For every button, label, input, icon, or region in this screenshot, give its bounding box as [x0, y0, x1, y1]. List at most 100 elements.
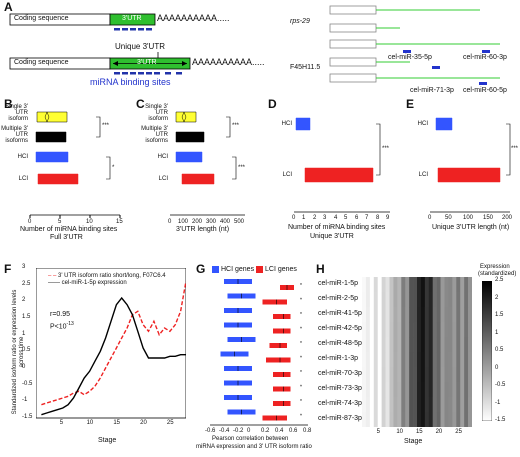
H-cell — [389, 322, 394, 338]
H-cell — [413, 352, 418, 368]
H-cell — [468, 397, 472, 413]
G-box-lci — [273, 372, 291, 377]
H-cell — [397, 337, 402, 353]
G-xtick: 0.6 — [289, 428, 298, 434]
E-cat-hci: HCI — [417, 121, 428, 127]
H-cell — [393, 307, 398, 323]
H-cell — [468, 337, 472, 353]
H-cell — [452, 352, 457, 368]
H-cell — [424, 397, 430, 413]
H-cell — [405, 382, 410, 398]
H-cell — [369, 352, 375, 368]
panel-G-letter: G — [196, 262, 206, 276]
H-cell — [440, 277, 445, 293]
H-cell — [417, 367, 422, 383]
H-cell — [409, 367, 414, 383]
H-cell — [377, 292, 382, 308]
panel-A-schematic — [9, 5, 500, 85]
H-cell — [373, 292, 379, 308]
H-cell — [401, 367, 406, 383]
H-cell — [464, 322, 469, 338]
mir-label-1: cel-miR-35-5p — [388, 54, 432, 61]
F-stat-p: P<10-13 — [50, 321, 74, 330]
H-cell — [369, 367, 375, 383]
D-tick-0: 0 — [292, 215, 296, 221]
H-cell — [373, 412, 379, 427]
H-cell — [365, 322, 371, 338]
H-cell — [401, 277, 406, 293]
H-cell — [452, 337, 457, 353]
G-sig: * — [300, 341, 302, 347]
H-cell — [389, 277, 394, 293]
H-cell — [424, 412, 430, 427]
H-cell — [381, 337, 386, 353]
H-cell — [456, 382, 461, 398]
H-cell — [413, 397, 418, 413]
H-cell — [389, 397, 394, 413]
H-cell — [362, 277, 367, 293]
H-cell — [409, 397, 414, 413]
H-cell — [436, 292, 441, 308]
H-cell — [452, 277, 457, 293]
B-cat-3: HCI — [17, 154, 28, 160]
G-xtick: -0.6 — [205, 428, 216, 434]
H-cell — [452, 412, 457, 427]
G-xlabel-2: miRNA expression and 3' UTR isoform rati… — [196, 444, 312, 450]
F-ytick: 1 — [22, 330, 26, 337]
H-cell — [448, 307, 453, 323]
H-cell — [405, 337, 410, 353]
H-cell — [464, 382, 469, 398]
G-legend-hci-swatch — [212, 266, 219, 273]
H-cell — [385, 397, 390, 413]
H-cell — [424, 382, 430, 398]
D-tick-2: 2 — [313, 215, 317, 221]
H-cell — [381, 367, 386, 383]
F-series-mir-expression — [41, 296, 186, 416]
H-cell — [389, 382, 394, 398]
H-cell — [420, 412, 426, 427]
G-box-lci — [273, 314, 291, 319]
H-cell — [369, 292, 375, 308]
H-cell — [464, 367, 469, 383]
H-cell — [452, 367, 457, 383]
H-cell — [409, 352, 414, 368]
H-cell — [420, 292, 426, 308]
H-cell — [420, 322, 426, 338]
H-xtick: 10 — [396, 429, 403, 435]
H-cell — [413, 322, 418, 338]
H-cell — [428, 322, 434, 338]
C-cat-4: LCI — [158, 176, 168, 182]
G-sig: * — [300, 356, 302, 362]
H-cell — [468, 412, 472, 427]
H-cell — [444, 397, 449, 413]
gene-rps29: rps-29 — [290, 18, 310, 25]
H-cell — [413, 382, 418, 398]
H-cell — [460, 352, 465, 368]
H-cell — [373, 382, 379, 398]
H-cell — [409, 337, 414, 353]
H-cell — [377, 352, 382, 368]
panel-E-letter: E — [406, 97, 415, 111]
H-cell — [436, 412, 441, 427]
H-cell — [377, 412, 382, 427]
H-cell — [393, 337, 398, 353]
H-cell — [432, 337, 437, 353]
H-cell — [448, 322, 453, 338]
H-cell — [468, 382, 472, 398]
B-tick-15: 15 — [116, 219, 123, 225]
F-ytick: 2 — [22, 297, 26, 304]
D-tick-3: 3 — [323, 215, 327, 221]
H-cell — [373, 367, 379, 383]
H-cell — [432, 367, 437, 383]
H-cell — [417, 397, 422, 413]
H-cell — [420, 367, 426, 383]
H-cell — [389, 307, 394, 323]
H-cell — [389, 292, 394, 308]
H-row-label: cel-miR-70-3p — [318, 369, 362, 377]
H-cell — [397, 352, 402, 368]
C-tick-0: 0 — [168, 219, 172, 225]
H-cell — [397, 382, 402, 398]
H-row-label: cel-miR-74-3p — [318, 399, 362, 407]
G-box-lci — [269, 343, 287, 348]
H-cell — [432, 397, 437, 413]
